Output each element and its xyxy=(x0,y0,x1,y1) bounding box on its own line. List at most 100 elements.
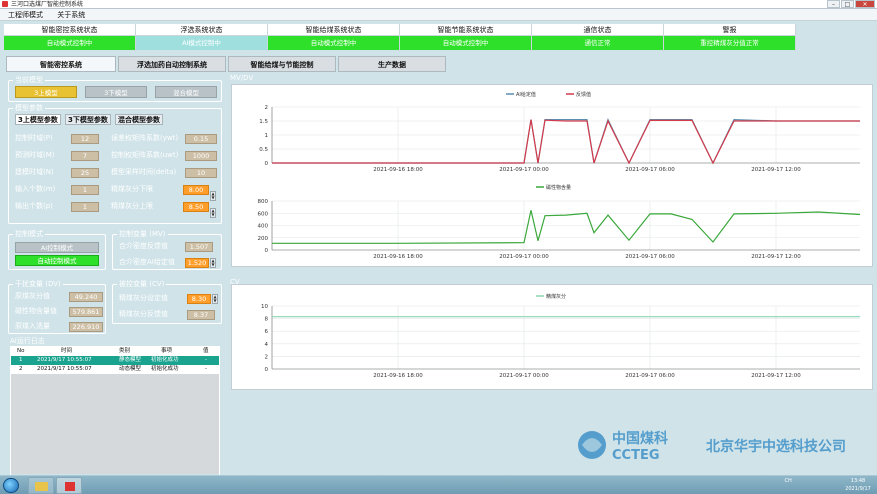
density-ai-setpoint-value[interactable]: 1.520 xyxy=(185,258,209,268)
log-col-no: No xyxy=(17,348,25,354)
ash-setpoint-value[interactable]: 8.30 xyxy=(187,294,211,304)
ai-log-group: AI运行日志 No 时间 类别 事项 值 1 2021/9/17 10:55:0… xyxy=(8,336,226,478)
controlled-var-label: 被控变量 (CV) xyxy=(117,279,167,289)
spin-up-icon[interactable]: ▲ xyxy=(211,258,215,263)
x-tick-label: 2021-09-17 00:00 xyxy=(499,167,549,173)
system-tray: CH 13:48 2021/9/17 xyxy=(785,477,873,494)
param-value[interactable]: 1 xyxy=(71,202,99,212)
table-row[interactable]: 2 2021/9/17 10:55:07 动态模型 初始化成功 - xyxy=(11,365,219,374)
legend-label: AI给定值 xyxy=(516,91,536,98)
param-value[interactable]: 8.00 xyxy=(183,185,209,195)
close-button[interactable]: ✕ xyxy=(855,0,875,8)
y-tick-label: 2 xyxy=(265,105,269,111)
y-tick-label: 1.5 xyxy=(259,119,268,125)
ai-control-mode-button[interactable]: AI控制模式 xyxy=(15,242,99,253)
x-tick-label: 2021-09-17 06:00 xyxy=(625,167,675,173)
model-3up-button[interactable]: 3上模型 xyxy=(15,86,77,98)
tab-feeding[interactable]: 智能给煤与节能控制 xyxy=(228,56,336,72)
param-value[interactable]: 7 xyxy=(71,151,99,161)
left-panel: 当前模型 3上模型 3下模型 混合模型 模型参数 3上模型参数 3下模型参数 混… xyxy=(4,74,226,479)
ai-log-table[interactable]: No 时间 类别 事项 值 1 2021/9/17 10:55:07 静态模型 … xyxy=(10,346,220,476)
spin-down-icon[interactable]: ▼ xyxy=(213,298,217,303)
menu-about[interactable]: 关于系统 xyxy=(57,11,86,19)
status-value: 自动模式控制中 xyxy=(4,36,135,50)
table-row[interactable]: 1 2021/9/17 10:55:07 静态模型 初始化成功 - xyxy=(11,356,219,365)
density-ai-setpoint-label: 合介密度AI给定值 xyxy=(119,258,175,266)
cv-label: CV xyxy=(230,278,240,286)
param-label: 控制时域(P) xyxy=(15,134,53,142)
file-explorer-icon[interactable] xyxy=(28,477,54,494)
spin-down-icon[interactable]: ▼ xyxy=(211,262,215,267)
x-tick-label: 2021-09-16 18:00 xyxy=(373,254,423,260)
menu-engineer-mode[interactable]: 工程师模式 xyxy=(8,11,43,19)
subtab-3down-params[interactable]: 3下模型参数 xyxy=(65,114,111,125)
ash-setpoint-spinner[interactable]: ▲ ▼ xyxy=(212,294,218,304)
log-cell: - xyxy=(205,357,207,363)
title-bar: 三河口选煤厂智能控制系统 – □ ✕ xyxy=(0,0,877,9)
param-value[interactable]: 1 xyxy=(71,185,99,195)
status-value: AI模式控制中 xyxy=(136,36,267,50)
window-controls: – □ ✕ xyxy=(827,0,875,9)
tab-density-control[interactable]: 智能密控系统 xyxy=(6,56,116,72)
log-col-value: 值 xyxy=(203,348,209,354)
y-tick-label: 400 xyxy=(258,224,269,230)
y-tick-label: 0 xyxy=(265,367,269,373)
start-icon[interactable] xyxy=(3,478,19,493)
param-label: 输入个数(m) xyxy=(15,185,56,193)
cv-chart-box: 精煤灰分 0 2 4 6 8 10 2021-09-16 18:00 2021-09-17 00… xyxy=(231,284,873,390)
model-3down-button[interactable]: 3下模型 xyxy=(85,86,147,98)
param-value[interactable]: 8.50 xyxy=(183,202,209,212)
tab-production-data[interactable]: 生产数据 xyxy=(338,56,446,72)
spin-down-icon[interactable]: ▼ xyxy=(211,195,215,200)
dv-label: 磁性物含量值 xyxy=(15,307,57,315)
cv-chart: 精煤灰分 0 2 4 6 8 10 2021-09-16 18:00 2021-09-17 00… xyxy=(261,293,860,379)
auto-control-mode-button[interactable]: 自动控制模式 xyxy=(15,255,99,266)
maximize-button[interactable]: □ xyxy=(841,0,854,8)
log-cell: 动态模型 xyxy=(119,366,142,372)
tab-flotation[interactable]: 浮选加药自动控制系统 xyxy=(118,56,226,72)
spin-up-icon[interactable]: ▲ xyxy=(213,294,217,299)
series-line xyxy=(272,210,861,244)
subtab-3up-params[interactable]: 3上模型参数 xyxy=(15,114,61,125)
param-value[interactable]: 25 xyxy=(71,168,99,178)
x-tick-label: 2021-09-17 00:00 xyxy=(499,373,549,379)
status-col-3: 智能节能系统状态 自动模式控制中 xyxy=(400,24,532,51)
param-value[interactable]: 0.15 xyxy=(185,134,217,144)
param-value[interactable]: 12 xyxy=(71,134,99,144)
lang-indicator[interactable]: CH xyxy=(784,478,792,484)
y-tick-label: 1 xyxy=(265,133,269,139)
minimize-button[interactable]: – xyxy=(827,0,840,8)
y-tick-label: 6 xyxy=(265,329,269,335)
param-value[interactable]: 10 xyxy=(185,168,217,178)
log-col-time: 时间 xyxy=(61,348,73,354)
log-col-item: 事项 xyxy=(161,348,173,354)
y-tick-label: 0 xyxy=(265,248,269,254)
x-tick-label: 2021-09-16 18:00 xyxy=(373,167,423,173)
app-taskbar-icon[interactable] xyxy=(56,477,82,494)
status-col-0: 智能密控系统状态 自动模式控制中 xyxy=(4,24,136,51)
log-cell: 2021/9/17 10:55:07 xyxy=(37,366,92,372)
spin-up-icon[interactable]: ▲ xyxy=(211,191,215,196)
lower-limit-spinner[interactable]: ▲ ▼ xyxy=(210,191,216,201)
param-value[interactable]: 1000 xyxy=(185,151,217,161)
subtab-mixed-params[interactable]: 混合模型参数 xyxy=(115,114,163,125)
y-tick-label: 2 xyxy=(265,354,269,360)
spin-down-icon[interactable]: ▼ xyxy=(211,212,215,217)
logo-en: CCTEG xyxy=(612,448,660,463)
log-cell: 1 xyxy=(19,357,23,363)
company-logo: 中国煤科 CCTEG 北京华宇中选科技公司 xyxy=(570,425,860,465)
param-label: 输出个数(p) xyxy=(15,202,53,210)
status-header: 智能密控系统状态 xyxy=(4,24,135,36)
model-mixed-button[interactable]: 混合模型 xyxy=(155,86,217,98)
tray-date: 2021/9/17 xyxy=(845,486,871,492)
control-var-label: 控制变量 (MV) xyxy=(117,229,168,239)
menu-bar: 工程师模式 关于系统 xyxy=(0,9,877,21)
log-cell: 初始化成功 xyxy=(151,357,179,363)
upper-limit-spinner[interactable]: ▲ ▼ xyxy=(210,208,216,218)
legend-label: 反馈值 xyxy=(576,91,591,98)
spin-up-icon[interactable]: ▲ xyxy=(211,208,215,213)
param-label: 误差权矩阵系数(ywt) xyxy=(111,134,179,142)
app-icon xyxy=(2,1,8,7)
svg-text:中国煤科: 中国煤科 xyxy=(612,430,668,447)
setpoint-spinner[interactable]: ▲ ▼ xyxy=(210,258,216,268)
